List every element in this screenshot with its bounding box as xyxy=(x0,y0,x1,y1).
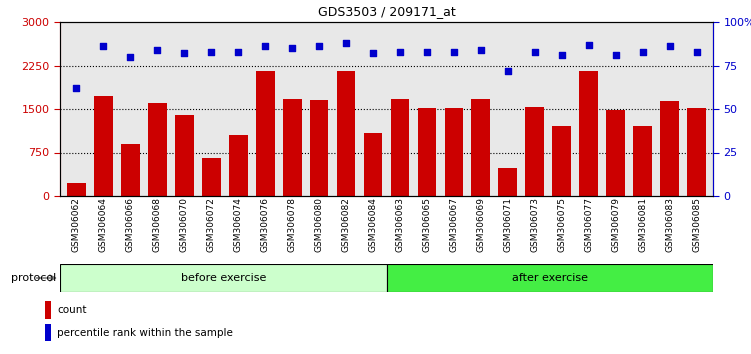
Text: before exercise: before exercise xyxy=(180,273,266,283)
Point xyxy=(664,44,676,49)
Point xyxy=(286,45,298,51)
Point xyxy=(529,49,541,55)
Bar xyxy=(687,108,706,196)
Point xyxy=(448,49,460,55)
Point xyxy=(394,49,406,55)
Bar xyxy=(336,71,355,196)
Bar xyxy=(309,100,328,196)
Point xyxy=(313,44,325,49)
Bar xyxy=(175,115,194,196)
Point xyxy=(178,51,190,56)
Bar xyxy=(202,158,221,196)
Text: protocol: protocol xyxy=(11,273,56,283)
Bar xyxy=(363,133,382,196)
Point xyxy=(421,49,433,55)
Text: after exercise: after exercise xyxy=(511,273,588,283)
Bar xyxy=(148,103,167,196)
Point xyxy=(691,49,703,55)
Point xyxy=(97,44,109,49)
Bar xyxy=(553,126,572,196)
Text: GDS3503 / 209171_at: GDS3503 / 209171_at xyxy=(318,5,455,18)
Bar xyxy=(472,98,490,196)
Text: percentile rank within the sample: percentile rank within the sample xyxy=(57,327,233,337)
Point xyxy=(151,47,163,53)
Bar xyxy=(121,144,140,196)
Point xyxy=(205,49,217,55)
Bar xyxy=(228,135,248,196)
Point xyxy=(367,51,379,56)
Point xyxy=(610,52,622,58)
Bar xyxy=(45,301,51,319)
Point xyxy=(637,49,649,55)
Bar xyxy=(67,183,86,196)
FancyBboxPatch shape xyxy=(387,264,713,292)
Bar xyxy=(255,71,275,196)
Point xyxy=(556,52,568,58)
Point xyxy=(70,85,82,91)
Bar xyxy=(580,71,599,196)
Point xyxy=(583,42,595,47)
Bar xyxy=(499,168,517,196)
Bar xyxy=(526,107,544,196)
Bar xyxy=(445,108,463,196)
Point xyxy=(475,47,487,53)
Bar xyxy=(391,98,409,196)
Bar xyxy=(418,108,436,196)
Bar xyxy=(660,101,679,196)
Bar xyxy=(606,110,626,196)
Point xyxy=(124,54,136,59)
Bar xyxy=(633,126,653,196)
Text: count: count xyxy=(57,305,86,315)
Point xyxy=(232,49,244,55)
Bar xyxy=(94,96,113,196)
Point xyxy=(502,68,514,74)
Bar xyxy=(45,324,51,341)
Point xyxy=(259,44,271,49)
Bar xyxy=(282,98,301,196)
Point xyxy=(340,40,352,46)
FancyBboxPatch shape xyxy=(60,264,387,292)
